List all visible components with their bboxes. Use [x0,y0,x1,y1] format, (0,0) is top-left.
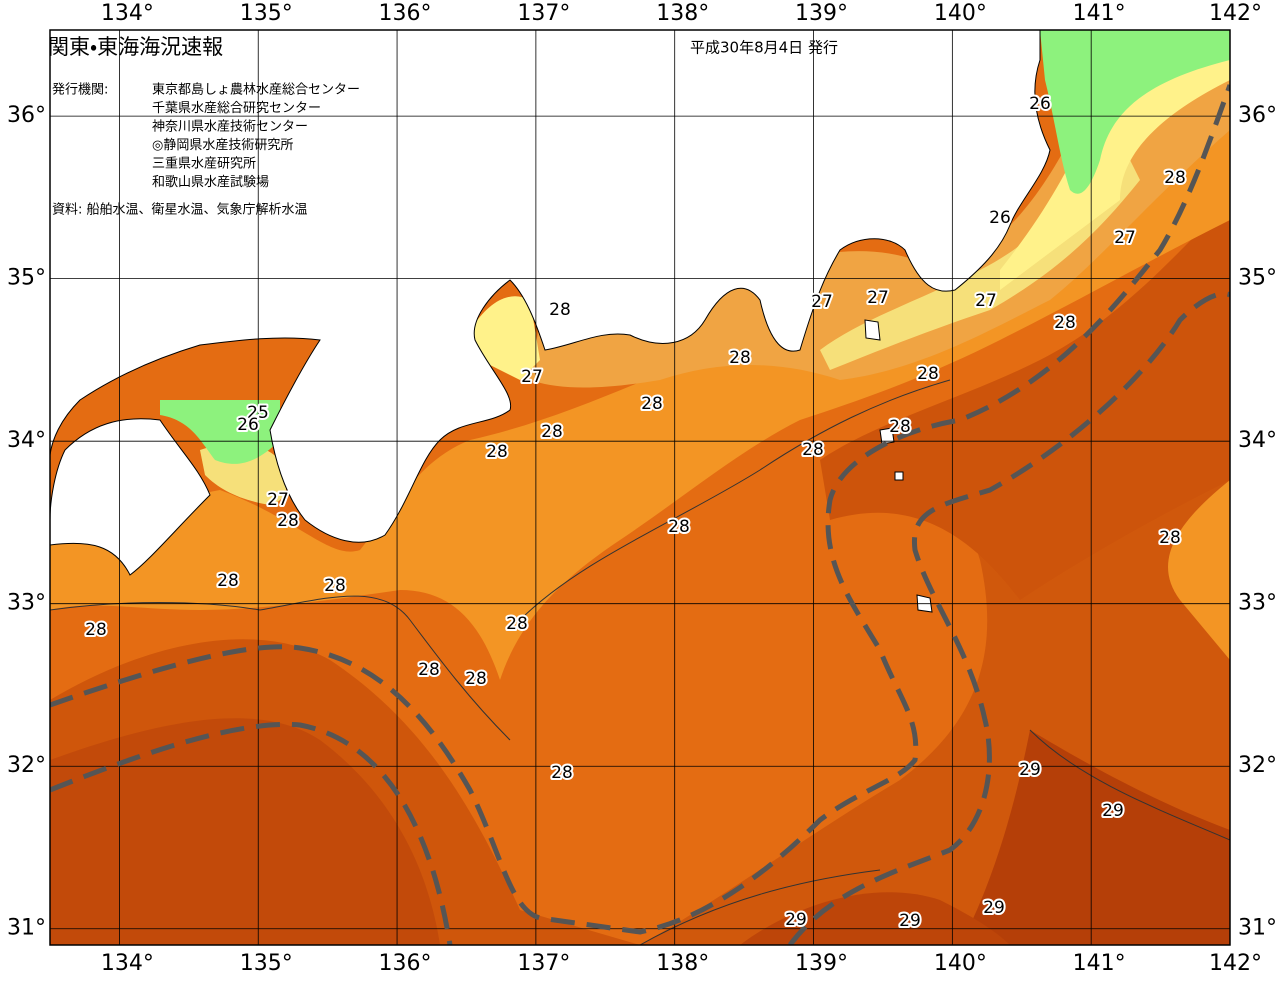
isotherm-label: 28 [802,440,824,460]
y-tick-label: 34° [1238,428,1277,453]
isotherm-label: 28 [889,417,911,437]
agency: 和歌山県水産試験場 [152,175,269,190]
x-tick-label: 141° [1073,1,1126,26]
agencies-label: 発行機関: [52,83,108,98]
x-tick-label: 137° [517,951,570,976]
info-panel: 関東・東海海況速報 平成30年8月4日 発行 発行機関: 東京都島しょ農林水産総… [48,35,838,218]
x-tick-label: 142° [1209,951,1262,976]
isotherm-label: 28 [551,763,573,783]
x-tick-label: 142° [1209,1,1262,26]
kuroshio-edge [50,721,453,945]
isotherm-label: 28 [486,442,508,462]
isotherm-label: 29 [899,911,921,931]
isotherm-label: 27 [267,490,289,510]
isotherm-label: 29 [1102,801,1124,821]
isotherm-label: 26 [1029,94,1051,114]
y-tick-label: 32° [7,753,46,778]
agency: 神奈川県水産技術センター [152,119,308,135]
x-tick-label: 137° [517,1,570,26]
kuroshio-axis [50,84,1230,935]
x-tick-label: 134° [101,1,154,26]
isotherm-label: 28 [217,571,239,591]
x-tick-label: 139° [795,951,848,976]
kuroshio-edge [787,291,1230,945]
y-tick-label: 35° [1238,266,1277,291]
isotherm-label: 27 [1114,228,1136,248]
isotherm-label: 27 [521,367,543,387]
x-tick-label: 135° [240,951,293,976]
isotherm-label: 28 [1164,168,1186,188]
x-tick-label: 134° [101,951,154,976]
isotherm-label: 28 [668,517,690,537]
isotherm-label: 26 [237,415,259,435]
isotherm-label: 28 [465,669,487,689]
isotherm-label: 29 [983,898,1005,918]
isotherm-label: 29 [785,910,807,930]
agency: 千葉県水産総合研究センター [152,100,321,116]
y-tick-label: 32° [1238,753,1277,778]
isotherm-label: 28 [418,660,440,680]
y-tick-label: 33° [7,591,46,616]
isotherm-label: 28 [85,620,107,640]
source: 資料: 船舶水温、衛星水温、気象庁解析水温 [52,202,308,218]
agency: ◎静岡県水産技術研究所 [152,137,293,153]
y-tick-label: 33° [1238,591,1277,616]
isotherm-label: 28 [729,348,751,368]
isotherm-label: 28 [641,394,663,414]
isotherm-label: 27 [811,292,833,312]
x-tick-label: 140° [934,1,987,26]
isotherm-label: 28 [917,364,939,384]
x-tick-label: 136° [379,1,432,26]
y-tick-label: 36° [7,103,46,128]
y-tick-label: 36° [1238,103,1277,128]
x-tick-label: 138° [656,1,709,26]
x-tick-label: 140° [934,951,987,976]
y-tick-label: 31° [7,916,46,941]
isotherm-label: 28 [1054,313,1076,333]
agency: 東京都島しょ農林水産総合センター [152,82,360,98]
axis-labels: 134° 134° 135° 135° 136° 136° 137° 137° 138° 138°… [7,1,1277,976]
map-frame [49,29,1231,946]
y-tick-label: 34° [7,428,46,453]
isotherm-label: 28 [324,576,346,596]
isotherm-label: 28 [277,511,299,531]
title: 関東・東海海況速報 [48,35,223,59]
isotherm-label: 25 [247,403,269,423]
agency: 三重県水産研究所 [152,156,256,172]
isotherm-label: 29 [1019,760,1041,780]
y-tick-label: 35° [7,266,46,291]
issue-date: 平成30年8月4日 発行 [690,39,838,57]
x-tick-label: 138° [656,951,709,976]
x-tick-label: 141° [1073,951,1126,976]
isotherm-label: 28 [506,614,528,634]
isotherm-label: 28 [549,300,571,320]
x-tick-label: 135° [240,1,293,26]
x-tick-label: 139° [795,1,848,26]
isotherm-label: 27 [867,288,889,308]
isotherm-label: 27 [975,291,997,311]
y-tick-label: 31° [1238,916,1277,941]
isotherm-label: 28 [541,422,563,442]
isotherm-label: 28 [1159,528,1181,548]
x-tick-label: 136° [379,951,432,976]
isotherm-label: 26 [989,208,1011,228]
